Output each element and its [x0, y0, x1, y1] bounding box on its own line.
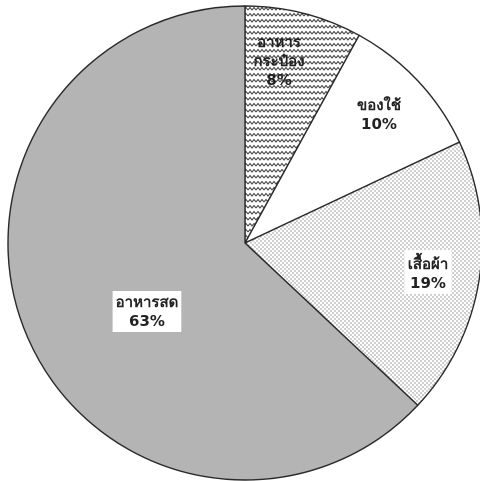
slice-percent-label: 8%	[266, 71, 291, 89]
label-box	[404, 250, 452, 294]
slice-percent-label: 19%	[410, 274, 446, 292]
pie-label-3: เสื้อผ้า19%	[404, 250, 452, 294]
slice-percent-label: 10%	[361, 115, 397, 133]
slice-percent-label: 63%	[129, 312, 165, 330]
slice-category-label: เสื้อผ้า	[408, 252, 449, 273]
pie-slices	[7, 5, 480, 481]
slice-category-label: ของใช้	[357, 96, 401, 114]
pie-label-2: ของใช้10%	[357, 96, 401, 133]
slice-category-label: อาหาร	[257, 33, 302, 51]
pie-slice-3	[243, 141, 480, 407]
slice-category-label: อาหารสด	[116, 293, 179, 311]
pie-slice-1	[244, 5, 361, 244]
pie-slice-2	[243, 34, 461, 245]
label-box	[112, 291, 182, 332]
pie-slice-4	[7, 5, 419, 481]
slice-category-label: กระป๋อง	[253, 52, 304, 70]
